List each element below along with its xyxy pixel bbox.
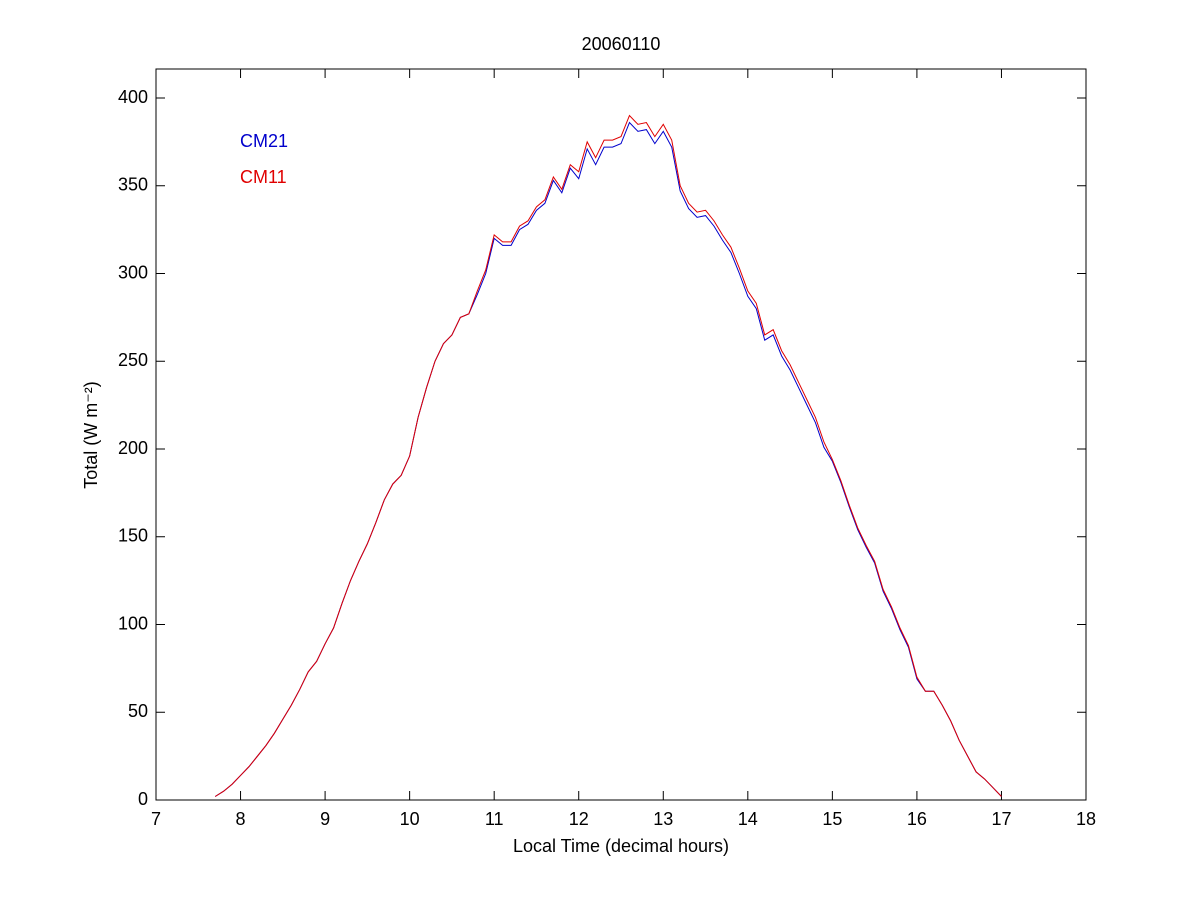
plot-area	[155, 68, 1087, 801]
y-tick-label: 300	[118, 262, 148, 282]
y-tick-label: 250	[118, 350, 148, 370]
x-tick-label: 18	[1076, 809, 1096, 829]
x-tick-label: 17	[991, 809, 1011, 829]
legend-entry: CM21	[240, 131, 288, 151]
x-tick-label: 14	[738, 809, 758, 829]
x-axis-label: Local Time (decimal hours)	[513, 836, 729, 856]
x-tick-label: 12	[569, 809, 589, 829]
y-tick-label: 50	[128, 701, 148, 721]
y-tick-label: 200	[118, 438, 148, 458]
x-tick-label: 8	[236, 809, 246, 829]
data-line	[214, 114, 1002, 797]
x-tick-label: 10	[400, 809, 420, 829]
x-tick-label: 9	[320, 809, 330, 829]
x-tick-label: 16	[907, 809, 927, 829]
legend-entry: CM11	[240, 167, 287, 187]
x-tick-label: 13	[653, 809, 673, 829]
x-tick-label: 15	[822, 809, 842, 829]
y-tick-label: 100	[118, 613, 148, 633]
y-tick-label: 400	[118, 87, 148, 107]
y-tick-label: 0	[138, 789, 148, 809]
y-tick-label: 150	[118, 526, 148, 546]
y-axis-label: Total (W m⁻²)	[81, 381, 101, 489]
chart-title: 20060110	[582, 34, 661, 54]
x-tick-label: 7	[151, 809, 161, 829]
x-tick-label: 11	[485, 809, 504, 829]
y-tick-label: 350	[118, 175, 148, 195]
